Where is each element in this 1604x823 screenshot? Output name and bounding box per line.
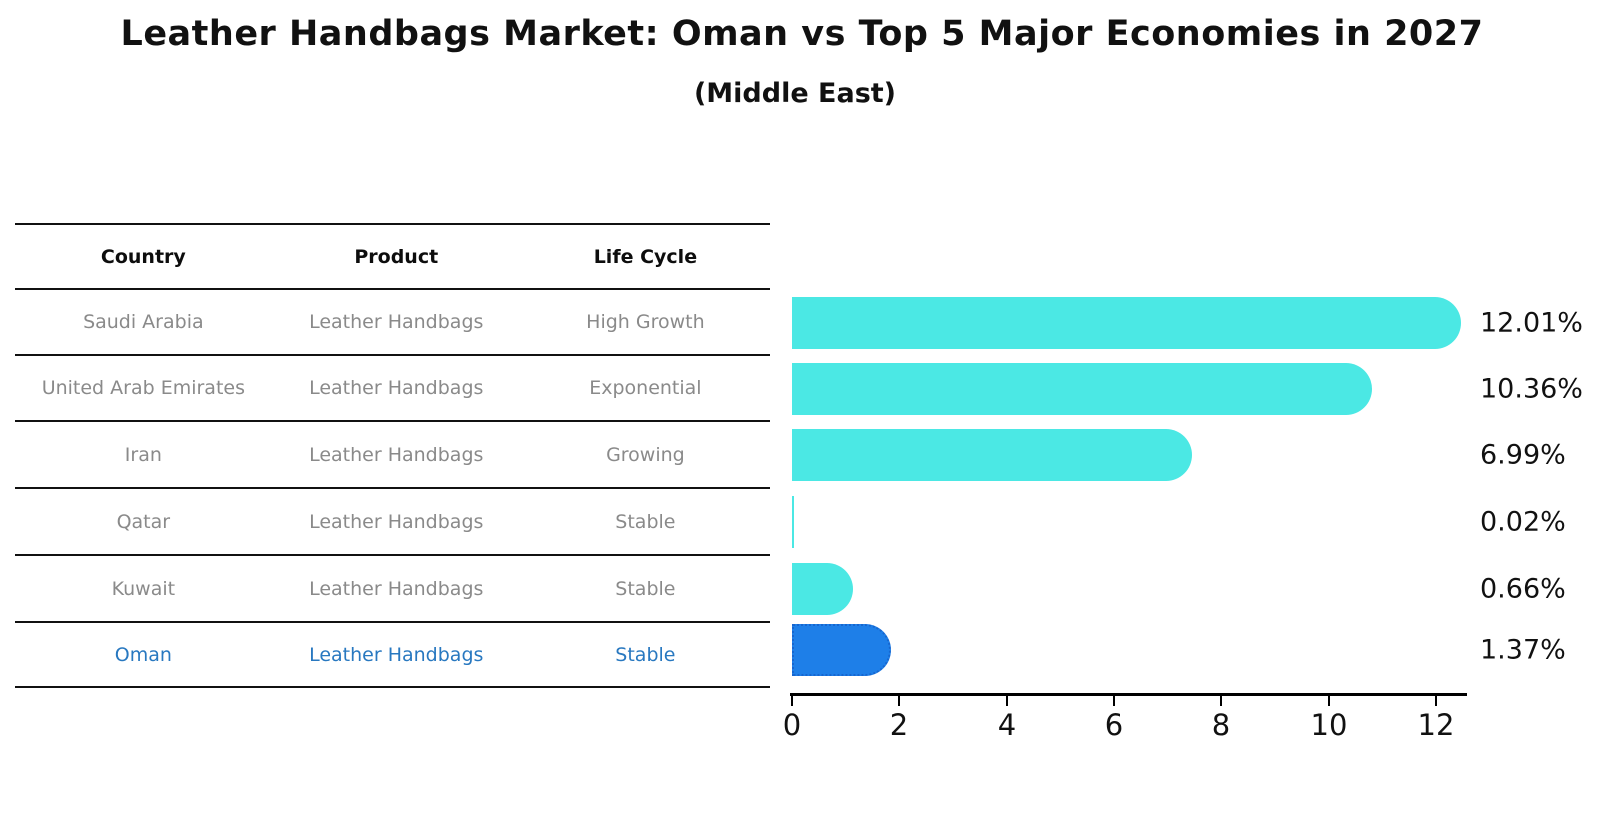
cell-life-cycle: Stable — [615, 510, 676, 533]
cell-life-cycle: Exponential — [589, 377, 702, 399]
value-label: 0.02% — [1480, 506, 1566, 538]
x-axis-tick-label: 6 — [1104, 708, 1124, 742]
cell-country: Qatar — [116, 510, 171, 533]
x-axis-tick — [1006, 695, 1008, 706]
x-axis-tick-label: 8 — [1211, 708, 1231, 742]
bar-uae — [792, 363, 1373, 415]
x-axis-line — [790, 693, 1467, 696]
cell-product: Leather Handbags — [309, 311, 484, 333]
table-row-saudi-arabia: Saudi Arabia Leather Handbags High Growt… — [15, 290, 770, 356]
value-label: 6.99% — [1480, 439, 1566, 471]
table-row-oman: Oman Leather Handbags Stable — [15, 623, 770, 688]
x-axis-tick-label: 10 — [1310, 708, 1348, 742]
chart-title: Leather Handbags Market: Oman vs Top 5 M… — [120, 14, 1484, 54]
bar-oman — [792, 624, 892, 676]
table-row-iran: Iran Leather Handbags Growing — [15, 422, 770, 489]
table-row-uae: United Arab Emirates Leather Handbags Ex… — [15, 356, 770, 422]
bar-iran — [792, 429, 1192, 481]
cell-life-cycle: Stable — [615, 577, 676, 600]
cell-country: Kuwait — [111, 577, 176, 600]
x-axis-tick-label: 2 — [889, 708, 909, 742]
cell-product: Leather Handbags — [309, 577, 484, 600]
x-axis-tick — [1113, 695, 1115, 706]
cell-product: Leather Handbags — [309, 510, 484, 533]
table-header-row: Country Product Life Cycle — [15, 223, 770, 290]
value-label: 1.37% — [1480, 634, 1566, 666]
cell-life-cycle: Growing — [606, 443, 685, 466]
cell-life-cycle: Stable — [615, 643, 676, 666]
x-axis-tick-label: 12 — [1417, 708, 1455, 742]
cell-product: Leather Handbags — [309, 377, 484, 399]
value-label: 12.01% — [1480, 307, 1583, 339]
chart-subtitle: (Middle East) — [693, 78, 897, 109]
cell-life-cycle: High Growth — [586, 311, 705, 333]
cell-country: Saudi Arabia — [83, 311, 204, 333]
value-label: 0.66% — [1480, 573, 1566, 605]
x-axis-tick — [1328, 695, 1330, 706]
value-label: 10.36% — [1480, 373, 1583, 405]
x-axis-tick — [898, 695, 900, 706]
x-axis-tick-label: 4 — [997, 708, 1017, 742]
header-product: Product — [354, 245, 439, 268]
cell-product: Leather Handbags — [309, 443, 484, 466]
header-life-cycle: Life Cycle — [593, 245, 698, 268]
bar-saudi-arabia — [792, 297, 1461, 349]
bar-qatar — [792, 496, 794, 548]
cell-country: Iran — [124, 443, 162, 466]
header-country: Country — [100, 245, 186, 268]
table-row-qatar: Qatar Leather Handbags Stable — [15, 489, 770, 556]
x-axis-tick — [1220, 695, 1222, 706]
table-row-kuwait: Kuwait Leather Handbags Stable — [15, 556, 770, 623]
cell-product: Leather Handbags — [309, 643, 484, 666]
bar-kuwait — [792, 563, 854, 615]
cell-country: United Arab Emirates — [41, 377, 245, 399]
cell-country: Oman — [114, 643, 172, 666]
x-axis-tick — [1435, 695, 1437, 706]
x-axis-tick — [791, 695, 793, 706]
x-axis-tick-label: 0 — [782, 708, 802, 742]
